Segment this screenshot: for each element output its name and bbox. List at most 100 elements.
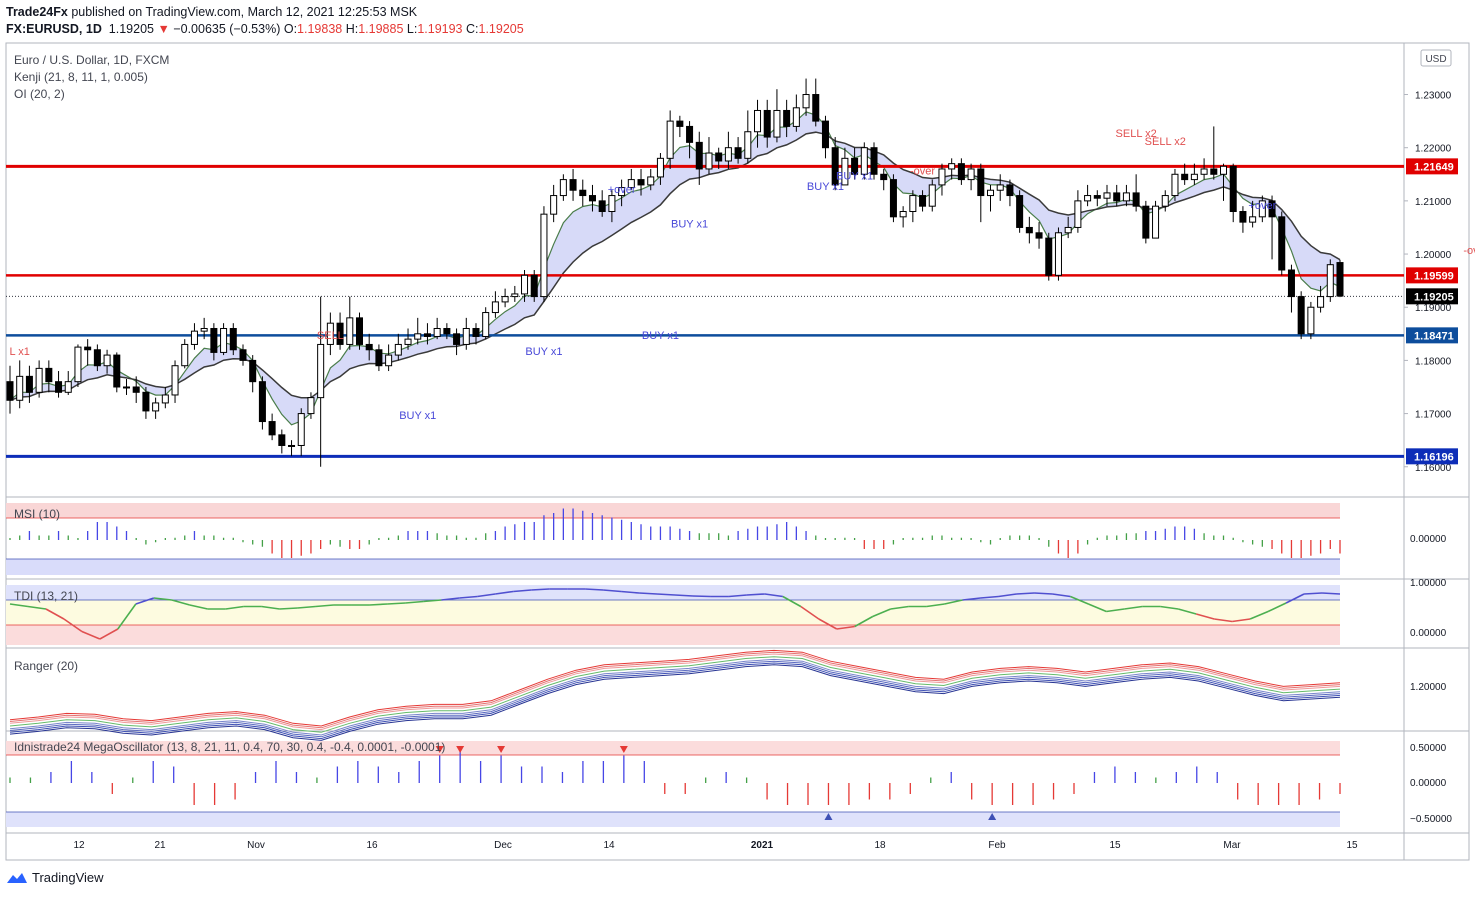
oi-legend: OI (20, 2) [14, 87, 65, 101]
candle-body [268, 421, 276, 436]
candle-body [1054, 232, 1062, 276]
candle-body [530, 274, 538, 298]
tdi-legend: TDI (13, 21) [14, 589, 79, 603]
candle-body [773, 109, 781, 138]
candle-body [1200, 168, 1208, 175]
kenji-cloud-fill [10, 111, 1340, 425]
candle-body [1249, 216, 1257, 223]
tdi-segment [980, 595, 999, 599]
candle-body [831, 147, 839, 186]
price-label-text: 1.21649 [1414, 161, 1454, 173]
candle-body [375, 349, 383, 367]
candle-body [249, 359, 257, 383]
candle-body [802, 94, 810, 109]
price-axis: 1.23000 1.22000 1.21000 1.20000 1.19000 1.180… [1404, 91, 1452, 474]
tdi-segment [495, 590, 514, 595]
signal-label: BUY x1 [399, 410, 436, 422]
candle-body [453, 333, 461, 345]
mega-upper-band [6, 741, 1340, 755]
buy-marker-icon [824, 813, 833, 820]
tdi-segment [1034, 592, 1053, 595]
sell-marker-icon [497, 746, 506, 753]
candle-body [870, 147, 878, 175]
tdi-pane: 1.00000 0.00000 [6, 578, 1447, 645]
candle-body [1084, 195, 1092, 202]
price-tick-label: 1.23000 [1415, 91, 1452, 102]
candle-body [462, 327, 470, 345]
pane-tick-label: 1.20000 [1410, 682, 1447, 693]
candle-body [744, 131, 752, 159]
horizontal-levels [6, 164, 1404, 458]
time-tick-label: Mar [1223, 840, 1241, 851]
candle-body [200, 327, 208, 332]
tdi-segment [926, 603, 945, 608]
candle-body [987, 189, 995, 197]
price-tick-label: 1.21000 [1415, 197, 1452, 208]
price-label-box [1406, 288, 1458, 305]
candle-body [724, 147, 732, 162]
candle-body [1317, 296, 1325, 308]
price-label-box [1406, 448, 1458, 465]
time-tick-label: 21 [154, 840, 166, 851]
price-tick-label: 1.16000 [1415, 463, 1452, 474]
tdi-segment [1070, 595, 1089, 605]
ranger-band-line [9, 649, 1341, 727]
msi-pane: 0.00000 [6, 503, 1447, 575]
candle-body [977, 168, 985, 197]
tdi-segment [513, 589, 532, 593]
candle-body [1190, 173, 1198, 181]
candle-body [74, 346, 82, 383]
mega-oscillator-pane: 0.50000 0.00000 −0.50000 [6, 741, 1452, 827]
candle-body [220, 327, 228, 353]
candle-body [346, 317, 354, 345]
candle-body [326, 322, 334, 345]
signal-label: BUY x1 [525, 346, 562, 358]
tdi-segment [764, 593, 783, 598]
candle-body [521, 274, 529, 295]
ranger-band-line [9, 660, 1341, 738]
candle-body [928, 184, 936, 207]
tdi-segment [998, 593, 1017, 598]
candle-body [84, 346, 92, 351]
ranger-band-line [9, 662, 1341, 740]
tdi-segment [674, 594, 694, 597]
chart-frame [5, 42, 1470, 861]
ohlc-header: FX:EURUSD, 1D 1.19205 ▼ −0.00635 (−0.53%… [6, 22, 524, 36]
candle-body [889, 179, 897, 218]
tdi-segment [477, 593, 496, 598]
pane-tick-label: 0.50000 [1410, 743, 1447, 754]
price-labels: 1.21649 1.19599 1.19205 1.18471 1.16196 [1406, 158, 1458, 465]
signal-label: +over [1248, 200, 1276, 212]
currency-button[interactable] [1420, 49, 1452, 67]
tdi-segment [405, 600, 424, 604]
close-value: 1.19205 [478, 22, 524, 36]
candle-body [258, 381, 266, 423]
low-label: L: [406, 22, 418, 36]
candle-body [491, 301, 499, 314]
candle-body [1297, 296, 1305, 335]
tdi-segment [1052, 593, 1071, 598]
tdi-segment [746, 593, 765, 596]
candle-body [705, 152, 713, 170]
tdi-segment [1321, 592, 1341, 595]
candle-body [55, 381, 63, 393]
tdi-segment [1160, 605, 1179, 610]
candle-body [433, 327, 441, 337]
tdi-segment [1304, 592, 1323, 595]
candle-body [656, 157, 664, 178]
signal-label: SELL x2 [1145, 136, 1186, 148]
candle-body [676, 120, 684, 127]
signal-label: -over [910, 165, 935, 177]
tdi-segment [639, 592, 658, 595]
high-value: 1.19885 [358, 22, 404, 36]
tradingview-brand[interactable]: TradingView [6, 870, 104, 885]
close-label: C: [466, 22, 479, 36]
candle-body [482, 312, 490, 337]
time-tick-label: 15 [1109, 840, 1121, 851]
tdi-segment [99, 628, 119, 640]
tdi-segment [315, 604, 334, 608]
price-tick-label: 1.17000 [1415, 410, 1452, 421]
candle-body [511, 293, 519, 298]
tdi-segment [459, 595, 478, 599]
